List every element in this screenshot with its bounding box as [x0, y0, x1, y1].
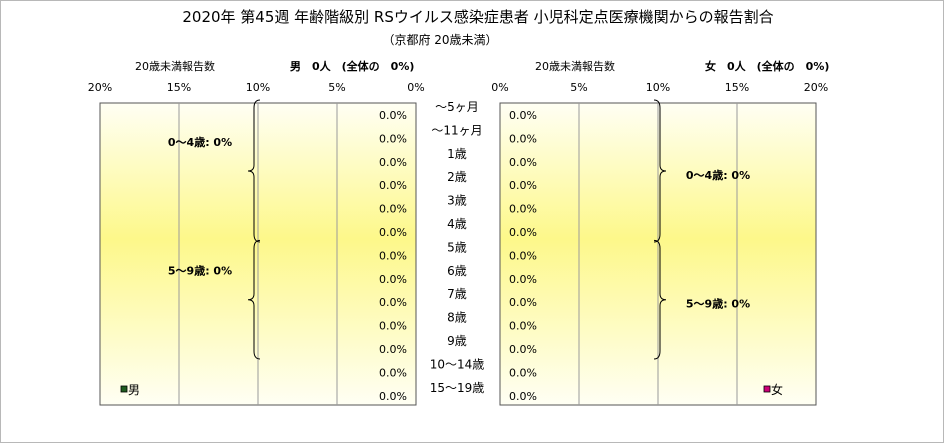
chart-subtitle: （京都府 20歳未満） — [382, 32, 497, 47]
female-group-label: 5～9歳: 0% — [686, 297, 750, 311]
male-tick-label: 10% — [246, 81, 270, 94]
male-group-brace — [247, 239, 261, 360]
age-category-label: 6歳 — [447, 264, 467, 278]
male-value-label: 0.0% — [379, 132, 407, 145]
female-tick-label: 5% — [570, 81, 587, 94]
age-category-label: 4歳 — [447, 217, 467, 231]
female-header-count-label: 20歳未満報告数 — [535, 60, 615, 73]
age-category-label: 1歳 — [447, 147, 467, 161]
female-value-label: 0.0% — [509, 320, 537, 333]
chart-title: 2020年 第45週 年齢階級別 RSウイルス感染症患者 小児科定点医療機関から… — [182, 8, 773, 26]
male-value-label: 0.0% — [379, 390, 407, 403]
female-value-label: 0.0% — [509, 296, 537, 309]
male-header-total: 男 0人 (全体の 0%) — [290, 59, 414, 73]
male-value-label: 0.0% — [379, 203, 407, 216]
female-tick-label: 20% — [804, 81, 828, 94]
male-value-label: 0.0% — [379, 226, 407, 239]
male-header-count-label: 20歳未満報告数 — [135, 60, 215, 73]
male-group-brace — [247, 99, 261, 243]
male-tick-label: 15% — [167, 81, 191, 94]
male-tick-label: 20% — [88, 81, 112, 94]
male-group-label: 5～9歳: 0% — [168, 264, 232, 278]
female-value-label: 0.0% — [509, 390, 537, 403]
female-value-label: 0.0% — [509, 226, 537, 239]
female-tick-label: 0% — [491, 81, 508, 94]
male-group-label: 0～4歳: 0% — [168, 135, 232, 149]
female-value-label: 0.0% — [509, 132, 537, 145]
female-header-total: 女 0人 (全体の 0%) — [705, 59, 829, 73]
female-legend-label: 女 — [771, 382, 783, 397]
male-value-label: 0.0% — [379, 296, 407, 309]
female-value-label: 0.0% — [509, 343, 537, 356]
female-value-label: 0.0% — [509, 156, 537, 169]
age-category-label: 15～19歳 — [430, 381, 485, 395]
male-legend-label: 男 — [128, 383, 140, 397]
male-value-label: 0.0% — [379, 156, 407, 169]
male-value-label: 0.0% — [379, 249, 407, 262]
female-value-label: 0.0% — [509, 273, 537, 286]
female-tick-label: 15% — [725, 81, 749, 94]
male-tick-label: 0% — [407, 81, 424, 94]
age-category-label: ～11ヶ月 — [431, 123, 482, 137]
age-category-label: 10～14歳 — [430, 357, 485, 371]
age-category-label: 7歳 — [447, 287, 467, 301]
female-group-brace — [653, 99, 667, 243]
female-value-label: 0.0% — [509, 109, 537, 122]
female-legend-swatch — [763, 385, 771, 393]
female-value-label: 0.0% — [509, 203, 537, 216]
female-group-brace — [653, 239, 667, 360]
female-tick-label: 10% — [646, 81, 670, 94]
age-category-label: 2歳 — [447, 170, 467, 184]
female-value-label: 0.0% — [509, 179, 537, 192]
age-category-label: ～5ヶ月 — [435, 100, 479, 114]
male-value-label: 0.0% — [379, 179, 407, 192]
male-value-label: 0.0% — [379, 273, 407, 286]
male-legend-swatch — [120, 385, 128, 393]
male-value-label: 0.0% — [379, 343, 407, 356]
age-category-label: 3歳 — [447, 194, 467, 208]
age-category-label: 8歳 — [447, 311, 467, 325]
male-value-label: 0.0% — [379, 366, 407, 379]
female-group-label: 0～4歳: 0% — [686, 168, 750, 182]
age-category-label: 5歳 — [447, 240, 467, 254]
male-value-label: 0.0% — [379, 109, 407, 122]
female-value-label: 0.0% — [509, 366, 537, 379]
male-value-label: 0.0% — [379, 320, 407, 333]
age-category-label: 9歳 — [447, 334, 467, 348]
male-tick-label: 5% — [328, 81, 345, 94]
female-value-label: 0.0% — [509, 249, 537, 262]
